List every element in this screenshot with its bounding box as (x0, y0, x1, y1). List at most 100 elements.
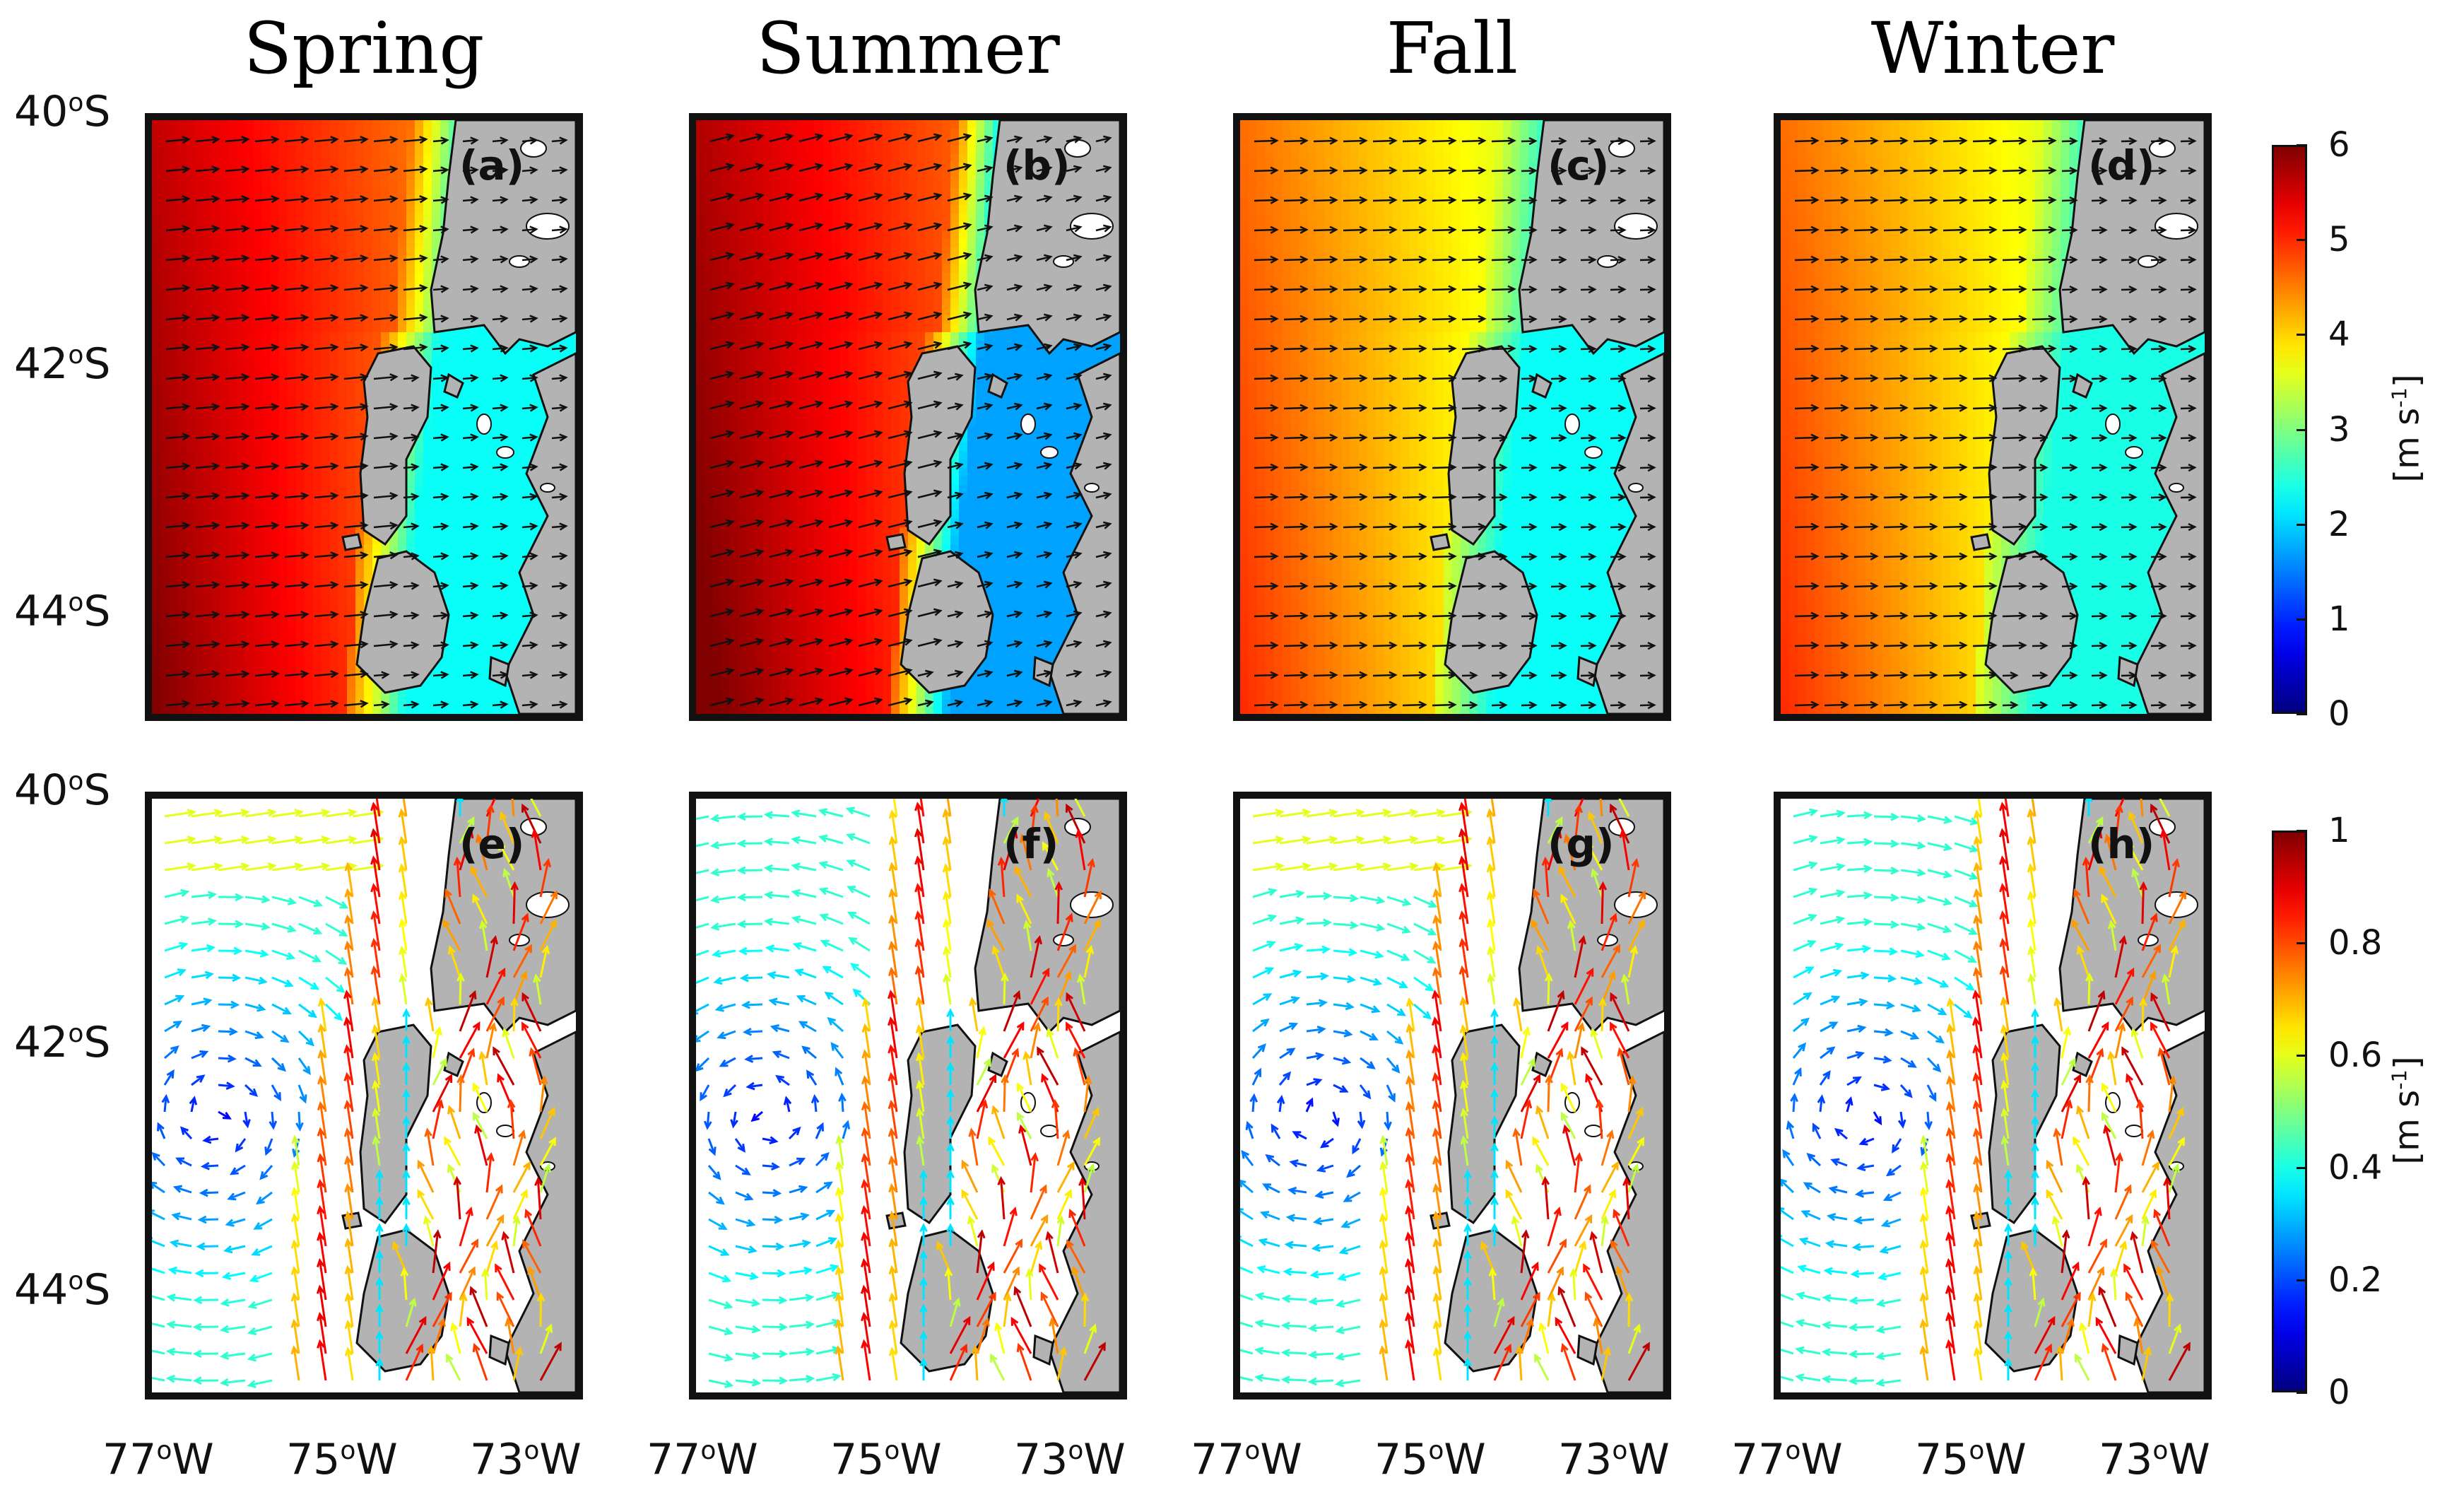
wind-vector (195, 433, 220, 441)
wind-vector (1491, 255, 1516, 264)
current-vector (735, 1351, 761, 1361)
wind-vector (2121, 196, 2138, 205)
current-vector (1945, 1312, 1956, 1354)
current-vector (1848, 1376, 1875, 1385)
wind-vector (1913, 671, 1938, 679)
current-vector (2000, 1052, 2010, 1086)
wind-vector (254, 165, 280, 174)
wind-vector (165, 403, 191, 411)
colorbar-tick-label: 1 (2328, 602, 2350, 636)
current-vector (788, 1126, 801, 1140)
colorbar-tick (2297, 942, 2307, 944)
wind-vector (977, 462, 994, 470)
current-vector (370, 883, 381, 925)
current-vector (1252, 835, 1285, 845)
wind-vector (1313, 611, 1338, 620)
current-vector (914, 910, 925, 951)
current-vector (539, 1137, 556, 1166)
wind-vector (1372, 493, 1398, 501)
current-vector (815, 1151, 830, 1167)
land-polygon-4 (987, 372, 1008, 399)
wind-vector (2091, 315, 2108, 324)
wind-vector (1402, 671, 1427, 679)
current-vector (1846, 1051, 1865, 1060)
current-vector (1003, 1292, 1012, 1327)
current-vector (343, 1044, 354, 1086)
current-vector (1486, 835, 1496, 871)
wind-vector (1402, 641, 1427, 650)
current-vector (796, 995, 817, 1006)
wind-vector (1824, 374, 1849, 382)
wind-vector (165, 611, 191, 619)
wind-vector (2032, 552, 2049, 561)
wind-vector (1521, 344, 1538, 353)
current-vector (1003, 829, 1018, 871)
wind-vector (1550, 700, 1567, 710)
current-vector (271, 976, 294, 987)
wind-vector (1853, 522, 1879, 531)
wind-vector (1491, 374, 1508, 383)
current-vector (2078, 1322, 2090, 1354)
wind-vector (1461, 255, 1487, 264)
wind-vector (1550, 522, 1567, 532)
current-vector (512, 944, 533, 978)
current-vector (763, 864, 790, 873)
current-vector (402, 1169, 411, 1192)
wind-vector (1254, 582, 1279, 590)
wind-vector (888, 341, 913, 351)
wind-vector (373, 611, 399, 619)
current-vector (1793, 992, 1812, 1006)
current-vector (1306, 945, 1331, 954)
wind-vector (1913, 374, 1938, 382)
wind-vector (1639, 166, 1656, 175)
wind-vector (2061, 463, 2078, 472)
wind-vector (739, 281, 765, 291)
wind-vector (858, 370, 883, 380)
current-vector (375, 1223, 384, 1246)
wind-vector (2150, 641, 2167, 650)
current-vector (1493, 1315, 1515, 1354)
current-vector (218, 1027, 239, 1036)
wind-vector (1639, 374, 1656, 383)
wind-vector (2032, 611, 2049, 621)
wind-vector (917, 163, 943, 172)
wind-vector (1883, 552, 1909, 561)
wind-vector (284, 551, 310, 560)
current-vector (191, 917, 218, 926)
current-vector (1927, 949, 1952, 961)
current-vector (835, 1134, 844, 1166)
current-vector (916, 1079, 925, 1113)
season-title-summer: Summer (689, 7, 1127, 90)
wind-vector (1283, 582, 1309, 590)
wind-vector (1313, 285, 1338, 293)
current-vector (402, 1115, 411, 1139)
current-vector (1873, 893, 1900, 902)
current-vector (806, 1069, 818, 1086)
wind-vector (1036, 135, 1053, 143)
wind-vector (709, 608, 735, 618)
wind-vector (2002, 463, 2027, 471)
wind-vector (977, 372, 994, 381)
current-vector (1845, 1096, 1853, 1113)
wind-vector (462, 671, 479, 679)
wind-vector (1402, 463, 1427, 471)
current-vector (196, 1242, 219, 1251)
current-vector (485, 804, 495, 844)
current-vector (166, 1293, 192, 1302)
wind-vector (1824, 255, 1849, 264)
current-vector (976, 1229, 986, 1274)
current-vector (485, 967, 506, 1005)
current-vector (1386, 922, 1412, 934)
current-vector (444, 888, 461, 925)
wind-vector (403, 404, 420, 412)
wind-vector (858, 192, 883, 202)
wind-vector (1639, 671, 1656, 680)
wind-vector (977, 521, 994, 529)
current-vector (2082, 856, 2091, 898)
wind-vector (373, 671, 390, 679)
wind-vector (1913, 552, 1938, 561)
current-vector (375, 1303, 384, 1327)
current-vector (1610, 1021, 1630, 1059)
wind-vector (1461, 433, 1487, 442)
wind-vector (769, 578, 794, 588)
